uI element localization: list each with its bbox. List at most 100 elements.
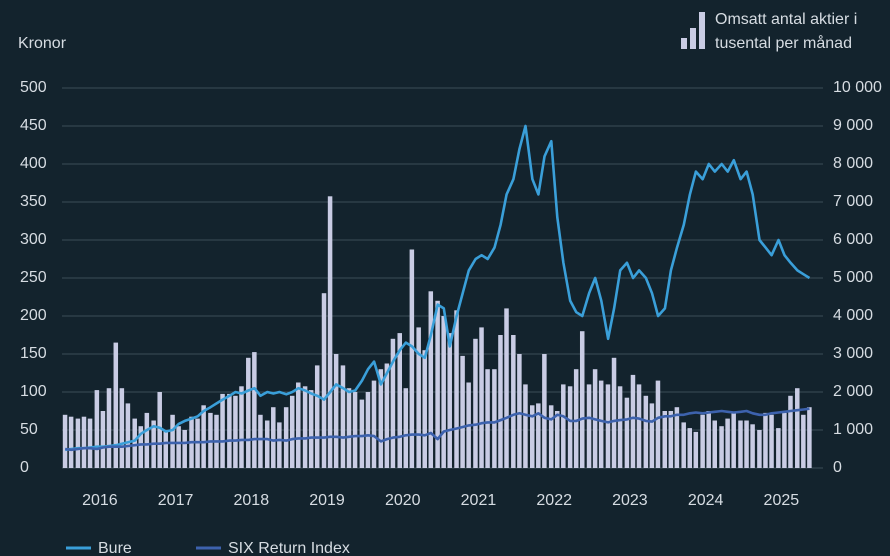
bar — [725, 418, 730, 468]
bar — [643, 395, 649, 468]
bar — [176, 426, 181, 468]
y-tick-label: 250 — [20, 269, 47, 286]
y2-tick-label: 9 000 — [833, 117, 873, 134]
line — [65, 407, 810, 452]
bar — [668, 411, 674, 468]
bar — [441, 316, 446, 468]
x-tick-label: 2022 — [536, 492, 572, 509]
bar — [744, 420, 749, 468]
bar — [340, 365, 346, 468]
y2-tick-label: 2 000 — [833, 383, 873, 400]
y2-tick-label: 5 000 — [833, 269, 873, 286]
x-tick-label: 2016 — [82, 492, 118, 509]
bar — [227, 393, 232, 468]
y2-tick-label: 10 000 — [833, 79, 882, 96]
bar — [636, 384, 642, 468]
bar — [776, 428, 781, 468]
bar — [264, 420, 270, 468]
bar — [782, 412, 787, 468]
y-tick-label: 50 — [20, 421, 38, 438]
y-tick-label: 400 — [20, 155, 47, 172]
bar — [492, 369, 497, 468]
x-tick-label: 2025 — [764, 492, 800, 509]
bar — [371, 380, 377, 468]
bar — [706, 411, 711, 468]
bar — [327, 196, 333, 469]
bar — [365, 392, 371, 468]
bar — [498, 335, 503, 468]
bar — [567, 386, 573, 468]
bar — [163, 430, 169, 468]
y2-tick-label: 6 000 — [833, 231, 873, 248]
x-tick-label: 2019 — [309, 492, 345, 509]
bar — [611, 357, 617, 468]
y-tick-label: 500 — [20, 79, 47, 96]
bar — [504, 308, 509, 468]
bar — [106, 388, 112, 468]
bar — [795, 388, 800, 468]
bar — [530, 405, 535, 468]
bar — [428, 291, 434, 468]
bar — [579, 331, 585, 468]
bar — [788, 395, 793, 468]
x-tick-label: 2020 — [385, 492, 421, 509]
bar — [62, 414, 68, 468]
legend-icon — [699, 12, 705, 49]
bar — [687, 428, 693, 468]
legend-icon — [690, 28, 696, 49]
bar — [182, 430, 187, 468]
bar — [757, 430, 762, 468]
bar — [447, 333, 452, 468]
bar — [731, 412, 736, 468]
bar — [801, 414, 806, 468]
bar — [460, 355, 465, 468]
bar — [220, 393, 225, 468]
y-tick-label: 450 — [20, 117, 47, 134]
y-tick-label: 300 — [20, 231, 47, 248]
bar — [144, 412, 150, 468]
bar — [352, 392, 358, 468]
bar — [719, 426, 724, 468]
y2-tick-label: 3 000 — [833, 345, 873, 362]
bar — [523, 384, 528, 468]
bar — [170, 414, 175, 468]
bar — [769, 414, 774, 468]
y-tick-label: 350 — [20, 193, 47, 210]
bar — [397, 333, 402, 468]
bar — [283, 407, 289, 468]
bar — [511, 335, 516, 468]
line — [65, 124, 811, 452]
y-tick-label: 150 — [20, 345, 47, 362]
bar — [422, 350, 427, 468]
bar — [321, 293, 327, 468]
bar — [700, 414, 705, 468]
y-tick-label: 0 — [20, 459, 29, 476]
bar — [113, 342, 119, 468]
legend-label: SIX Return Index — [228, 540, 350, 556]
bar — [314, 365, 320, 468]
bar — [308, 390, 314, 468]
bar — [630, 374, 636, 468]
bar — [598, 380, 604, 468]
bar — [479, 327, 484, 468]
bar — [693, 431, 699, 468]
bar — [100, 411, 106, 468]
bar — [132, 418, 137, 468]
bar — [649, 403, 655, 468]
x-tick-label: 2024 — [688, 492, 724, 509]
bar — [763, 412, 768, 468]
y2-tick-label: 8 000 — [833, 155, 873, 172]
bar — [573, 369, 579, 468]
bar — [738, 420, 743, 468]
bar — [548, 405, 554, 468]
x-tick-label: 2018 — [234, 492, 270, 509]
legend-icon — [681, 38, 687, 49]
bar — [346, 388, 352, 468]
bar — [554, 411, 560, 468]
bar — [807, 407, 812, 468]
bar — [605, 384, 611, 468]
bar — [681, 422, 686, 468]
bar — [239, 386, 244, 468]
bar — [302, 386, 308, 468]
